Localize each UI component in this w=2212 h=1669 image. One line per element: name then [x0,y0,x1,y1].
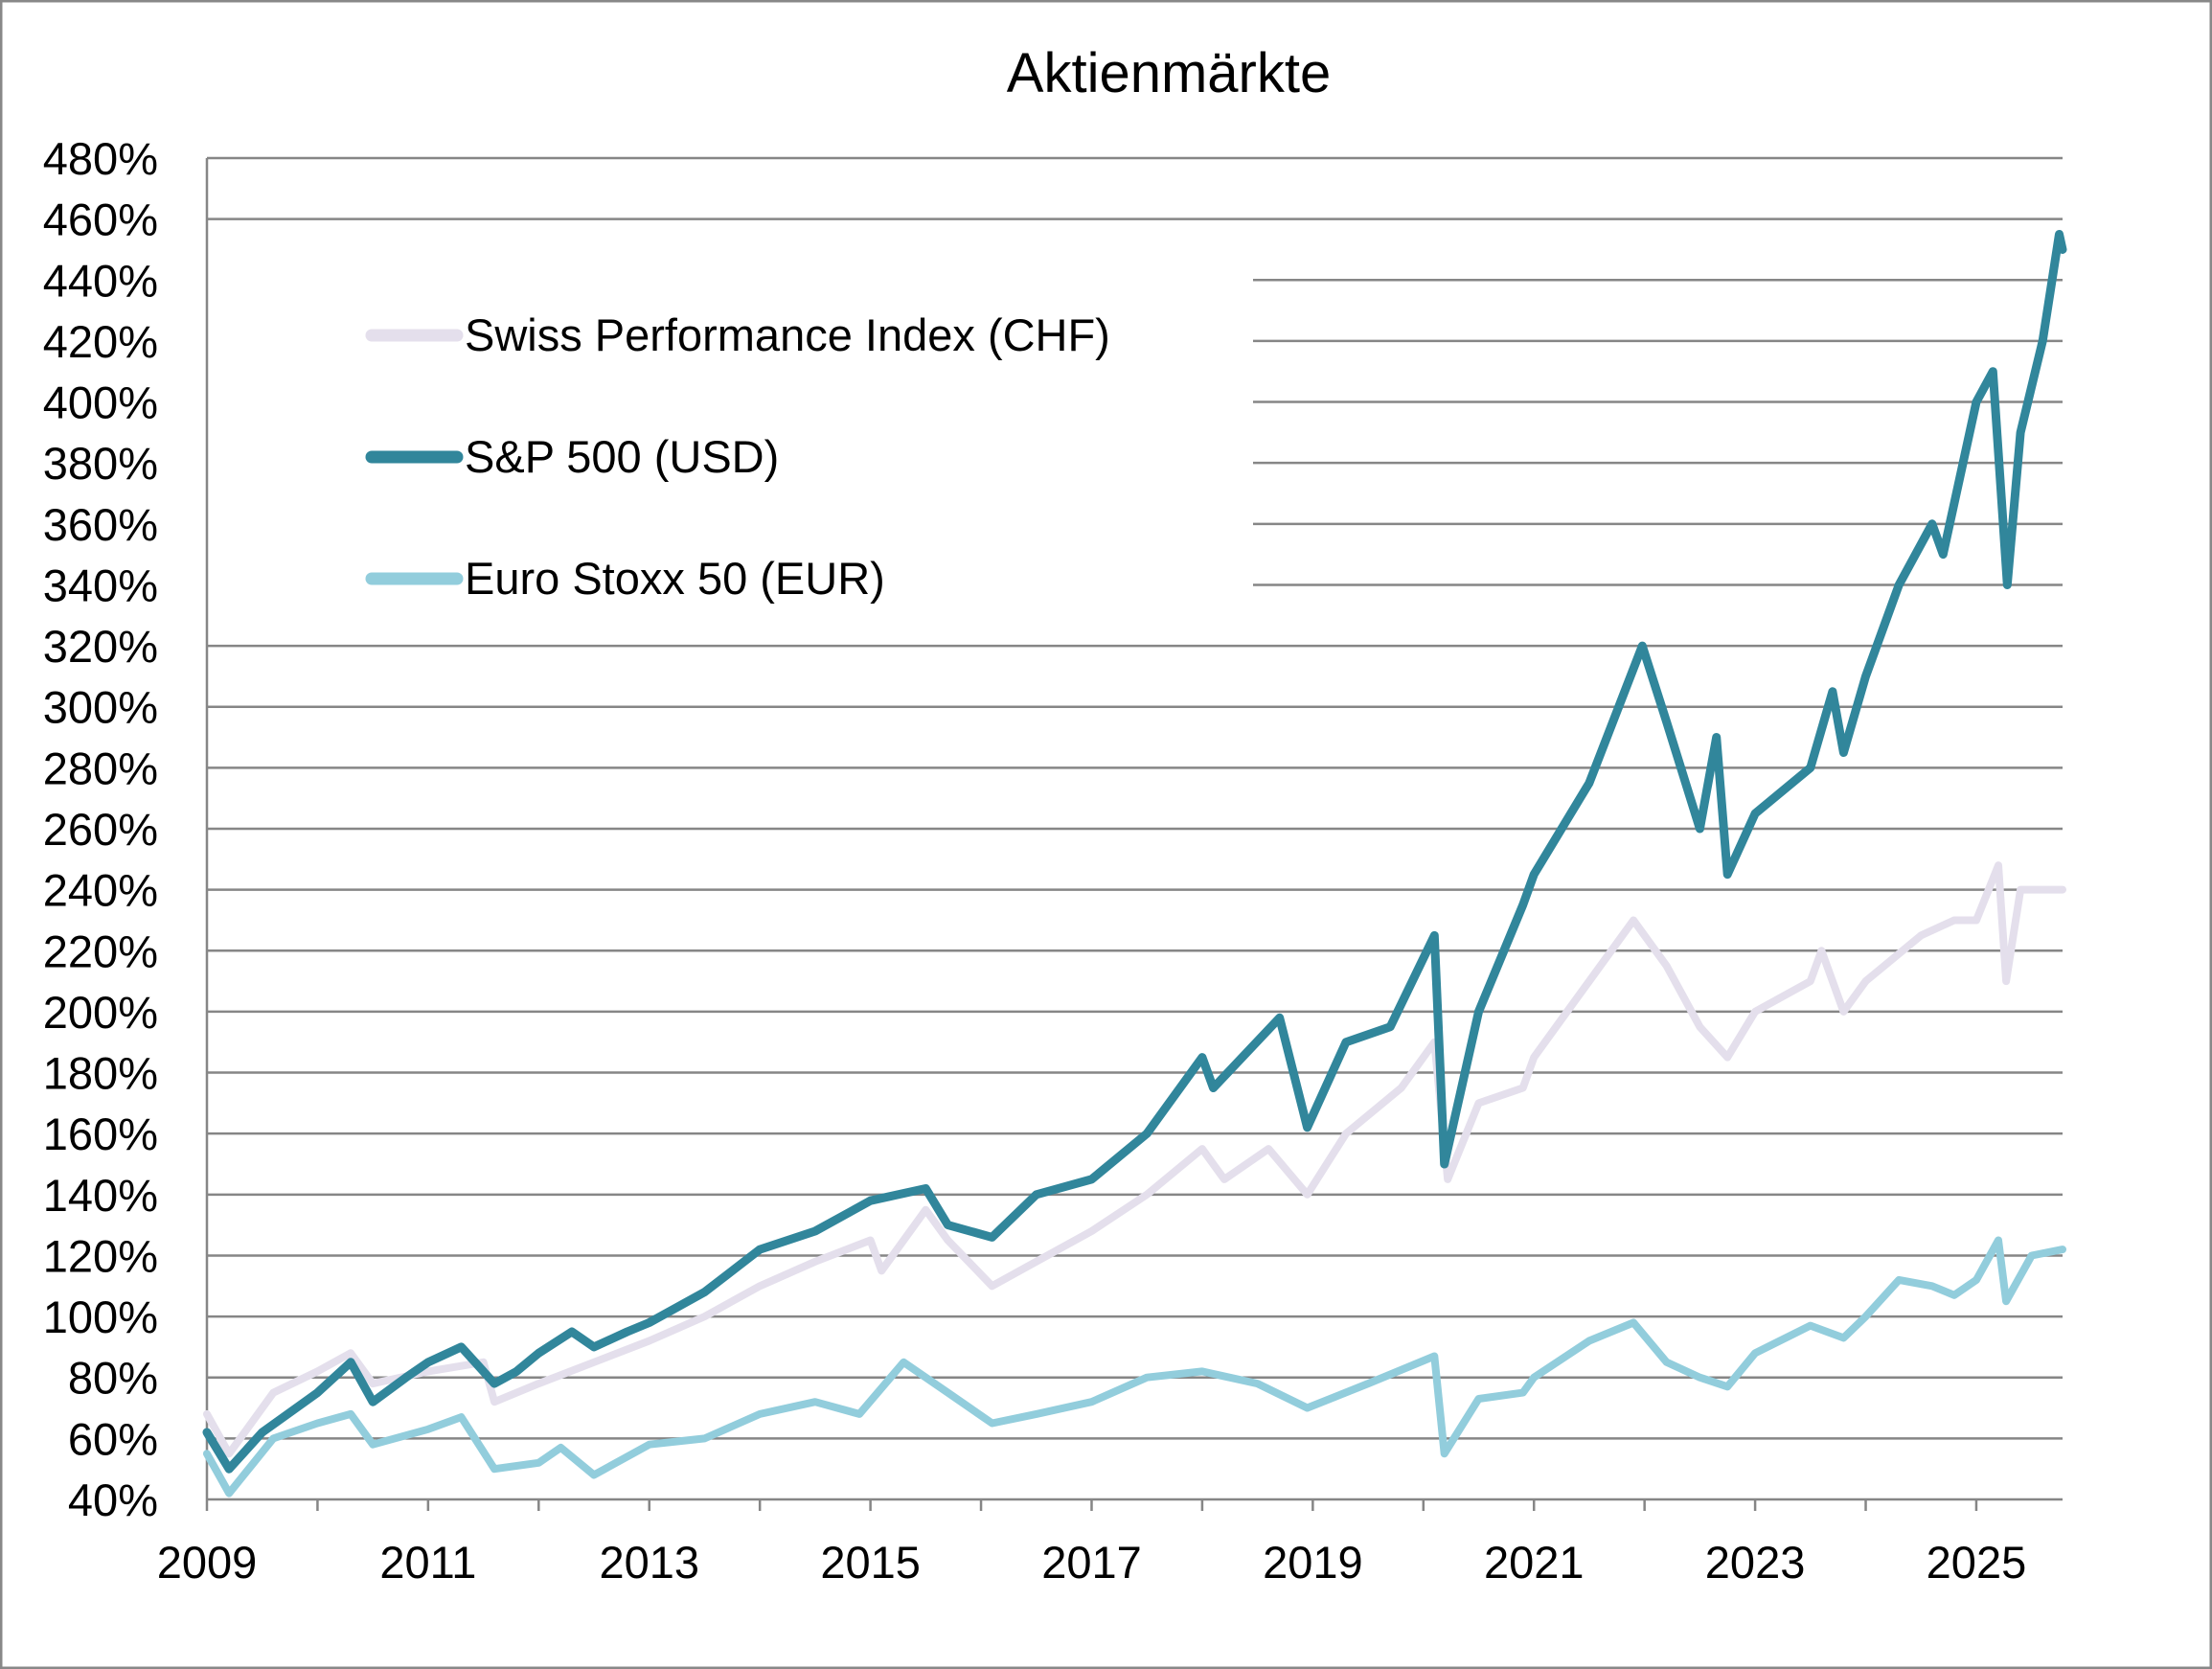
legend-label: Euro Stoxx 50 (EUR) [465,553,885,604]
y-tick-label: 360% [43,499,158,550]
y-tick-label: 420% [43,316,158,367]
y-tick-label: 400% [43,377,158,428]
x-tick-label: 2009 [157,1537,258,1588]
y-tick-label: 300% [43,682,158,733]
y-tick-label: 460% [43,194,158,245]
y-tick-label: 80% [68,1353,158,1404]
y-tick-label: 100% [43,1292,158,1342]
legend-label: Swiss Performance Index (CHF) [465,309,1110,360]
series-line-0 [203,861,2066,1458]
y-tick-label: 180% [43,1048,158,1099]
y-tick-label: 440% [43,255,158,306]
y-tick-label: 40% [68,1475,158,1525]
y-tick-label: 340% [43,560,158,610]
y-tick-label: 140% [43,1170,158,1221]
legend-label: S&P 500 (USD) [465,431,779,482]
series-line-1 [202,230,2067,1474]
y-tick-label: 480% [43,133,158,184]
x-tick-label: 2011 [379,1537,476,1588]
series-line-2 [203,1236,2066,1498]
y-tick-label: 280% [43,743,158,793]
y-tick-label: 160% [43,1109,158,1159]
y-tick-label: 120% [43,1230,158,1281]
chart-title: Aktienmärkte [1007,42,1331,104]
legend-background [208,270,1253,596]
x-tick-label: 2015 [820,1537,921,1588]
x-tick-label: 2017 [1041,1537,1142,1588]
y-tick-label: 220% [43,926,158,976]
x-tick-label: 2025 [1927,1537,2027,1588]
x-tick-label: 2019 [1263,1537,1363,1588]
x-tick-label: 2023 [1705,1537,1806,1588]
y-tick-label: 200% [43,987,158,1038]
y-tick-label: 320% [43,621,158,672]
y-tick-label: 240% [43,865,158,916]
y-tick-label: 380% [43,438,158,489]
y-tick-label: 60% [68,1413,158,1464]
y-tick-label: 260% [43,804,158,855]
x-tick-label: 2021 [1484,1537,1585,1588]
x-tick-label: 2013 [599,1537,699,1588]
